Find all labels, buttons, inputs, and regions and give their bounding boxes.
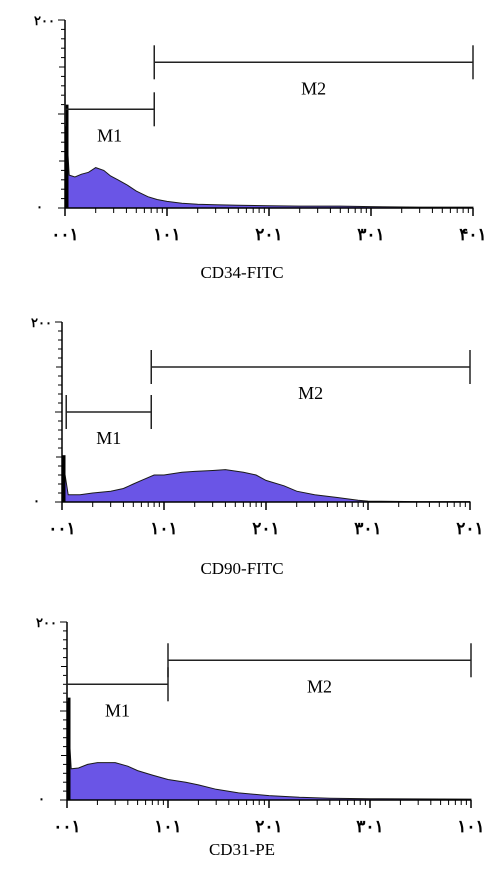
histogram-cd31: ٢٠٠ ٠ ١٠٠ ١٠١ ١٠٢ ١٠٣ ١٠١ M1 M2 — [36, 615, 484, 836]
x-tick-label: ١٠١ — [457, 817, 484, 836]
x-axis-label: CD90-FITC — [200, 559, 284, 578]
marker-m1-label: M1 — [96, 428, 121, 448]
x-tick-label: ١٠٣ — [356, 817, 383, 836]
x-tick-label: ١٠١ — [154, 817, 181, 836]
histogram-cd90: ٢٠٠ ٠ ١٠٠ ١٠١ ١٠٢ ١٠٣ ١٠٢ M1 M2 — [31, 315, 484, 538]
histogram-area — [61, 455, 471, 503]
x-tick-label: ١٠۴ — [459, 225, 484, 244]
x-axis-label: CD31-PE — [208, 840, 276, 859]
y-tick-label: ٠ — [38, 791, 45, 806]
x-tick-label: ١٠١ — [150, 519, 177, 538]
y-tick-label: ٠ — [36, 199, 43, 214]
y-tick-label: ٢٠٠ — [34, 13, 55, 28]
x-tick-label: ١٠٠ — [53, 817, 80, 836]
x-tick-label: ١٠٠ — [51, 225, 78, 244]
marker-m2-label: M2 — [298, 383, 323, 403]
histogram-area — [66, 697, 472, 801]
histogram-panel-3: ٢٠٠ ٠ ١٠٠ ١٠١ ١٠٢ ١٠٣ ١٠١ M1 M2 CD31-PE — [0, 604, 484, 869]
histogram-panel-2: ٢٠٠ ٠ ١٠٠ ١٠١ ١٠٢ ١٠٣ ١٠٢ M1 M2 CD90-FITC — [0, 300, 484, 590]
y-tick-label: ٠ — [33, 493, 40, 508]
x-tick-label: ١٠٣ — [357, 225, 384, 244]
x-tick-label: ١٠٠ — [48, 519, 75, 538]
marker-m1-label: M1 — [105, 700, 130, 720]
x-axis-label: CD34-FITC — [200, 263, 284, 282]
histogram-panel-1: ٢٠٠ ٠ ١٠٠ ١٠١ ١٠٢ ١٠٣ ١٠۴ M1 M2 CD34-FITC — [0, 0, 484, 290]
x-tick-label: ١٠٢ — [255, 225, 282, 244]
x-tick-label: ١٠١ — [153, 225, 180, 244]
x-tick-label: ١٠٢ — [456, 519, 483, 538]
histogram-area — [64, 104, 474, 209]
x-tick-label: ١٠٣ — [354, 519, 381, 538]
y-tick-label: ٢٠٠ — [31, 315, 52, 330]
x-tick-label: ١٠٢ — [252, 519, 279, 538]
marker-m1-label: M1 — [97, 125, 122, 145]
marker-m2-label: M2 — [301, 78, 326, 98]
y-tick-label: ٢٠٠ — [36, 615, 57, 630]
histogram-cd34: ٢٠٠ ٠ ١٠٠ ١٠١ ١٠٢ ١٠٣ ١٠۴ M1 M2 — [34, 13, 484, 244]
x-tick-label: ١٠٢ — [255, 817, 282, 836]
marker-m2-label: M2 — [307, 676, 332, 696]
